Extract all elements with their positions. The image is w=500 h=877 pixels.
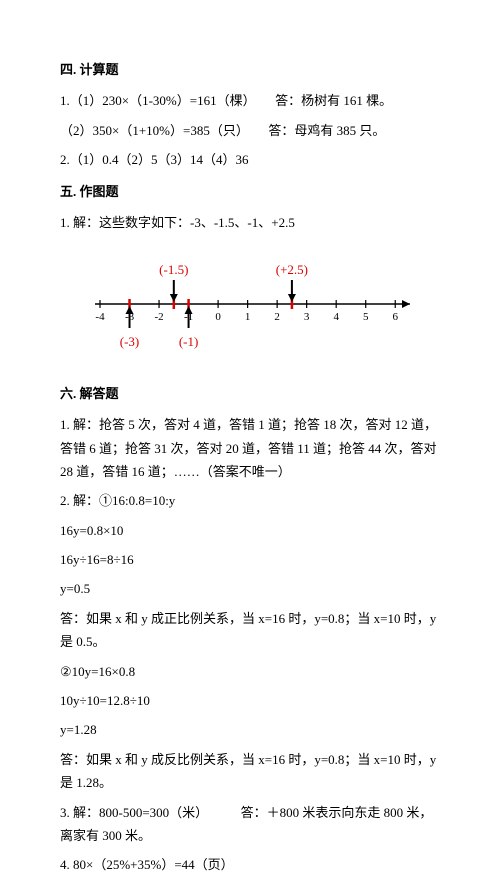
number-line-diagram: -4-3-2-10123456(-1.5)(+2.5)(-3)(-1): [80, 249, 440, 366]
section-4-line-1: （2）350×（1+10%）=385（只） 答：母鸡有 385 只。: [60, 119, 440, 142]
section-6-line-7: 10y÷10=12.8÷10: [60, 689, 440, 712]
svg-text:-4: -4: [95, 311, 105, 323]
svg-text:0: 0: [215, 311, 221, 323]
section-6-line-6: ②10y=16×0.8: [60, 660, 440, 683]
svg-text:(-1): (-1): [179, 334, 199, 349]
section-6-title: 六. 解答题: [60, 382, 440, 405]
section-4-line-2: 2.（1）0.4（2）5（3）14（4）36: [60, 148, 440, 171]
svg-text:1: 1: [245, 311, 251, 323]
section-4-line-0: 1.（1）230×（1-30%）=161（棵） 答：杨树有 161 棵。: [60, 89, 440, 112]
section-5-line-0: 1. 解：这些数字如下：-3、-1.5、-1、+2.5: [60, 211, 440, 234]
section-6-line-2: 16y=0.8×10: [60, 519, 440, 542]
section-5-title: 五. 作图题: [60, 180, 440, 203]
svg-text:3: 3: [304, 311, 310, 323]
section-6-line-4: y=0.5: [60, 577, 440, 600]
svg-text:-2: -2: [154, 311, 163, 323]
section-6-line-1: 2. 解：①16:0.8=10:y: [60, 489, 440, 512]
svg-text:(+2.5): (+2.5): [276, 262, 308, 277]
svg-text:6: 6: [392, 311, 398, 323]
section-6-line-8: y=1.28: [60, 718, 440, 741]
svg-text:(-1.5): (-1.5): [159, 262, 188, 277]
svg-text:4: 4: [333, 311, 339, 323]
section-6-line-3: 16y÷16=8÷16: [60, 548, 440, 571]
section-6-line-11: 4. 80×（25%+35%）=44（页）: [60, 853, 440, 876]
section-6-line-10: 3. 解：800-500=300（米） 答：＋800 米表示向东走 800 米，…: [60, 801, 440, 848]
section-6-line-9: 答：如果 x 和 y 成反比例关系，当 x=16 时，y=0.8；当 x=10 …: [60, 748, 440, 795]
section-6-line-0: 1. 解：抢答 5 次，答对 4 道，答错 1 道；抢答 18 次，答对 12 …: [60, 413, 440, 483]
svg-text:2: 2: [274, 311, 280, 323]
section-4-title: 四. 计算题: [60, 58, 440, 81]
svg-text:5: 5: [363, 311, 369, 323]
svg-text:(-3): (-3): [120, 334, 139, 349]
section-6-line-5: 答：如果 x 和 y 成正比例关系，当 x=16 时，y=0.8；当 x=10 …: [60, 607, 440, 654]
